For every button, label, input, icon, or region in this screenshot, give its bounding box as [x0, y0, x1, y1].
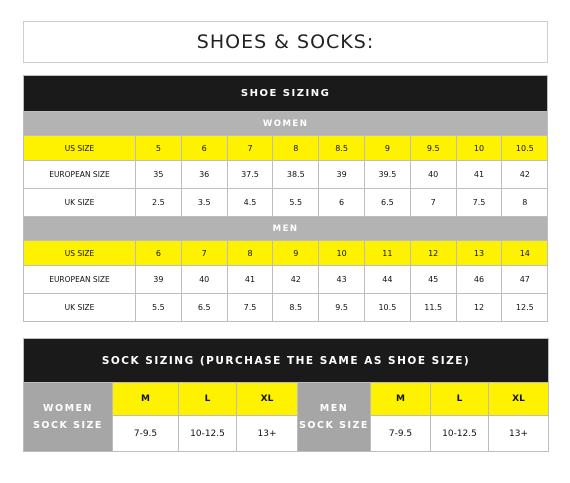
size-cell: 9.5	[318, 293, 365, 322]
size-cell: 39	[135, 265, 182, 294]
men-sock-range-l: 10-12.5	[430, 415, 489, 452]
women-sock-label-line2: SOCK SIZE	[33, 420, 103, 431]
size-cell: 42	[272, 265, 320, 294]
shoe-sizing-title: SHOE SIZING	[22, 75, 549, 112]
row-label: EUROPEAN SIZE	[23, 160, 136, 189]
men-heading: MEN	[22, 216, 549, 241]
men-sock-size-m: M	[370, 382, 431, 416]
size-cell: 39	[318, 160, 365, 189]
row-label: US SIZE	[23, 135, 136, 161]
row-label: UK SIZE	[23, 293, 136, 322]
size-cell: 8	[272, 135, 320, 161]
women-sock-size-m: M	[112, 382, 179, 416]
women-size-rows: US SIZE 5 6 7 8 8.5 9 9.5 10 10.5 EUROPEAN SIZE 35 3…	[23, 135, 549, 217]
size-cell: 41	[455, 160, 503, 189]
size-cell: 12	[455, 293, 503, 322]
size-cell: 40	[180, 265, 228, 294]
men-row-european-size: EUROPEAN SIZE 39 40 41 42 43 44 45 46 47	[23, 265, 549, 294]
size-cell: 4.5	[226, 188, 274, 217]
size-cell: 35	[135, 160, 182, 189]
size-cell: 8	[226, 240, 274, 266]
size-cell: 8	[501, 188, 549, 217]
page-title: SHOES & SOCKS:	[23, 21, 548, 63]
men-row-us-size: US SIZE 6 7 8 9 10 11 12 13 14	[23, 240, 549, 266]
women-heading: WOMEN	[22, 111, 549, 136]
size-cell: 14	[501, 240, 549, 266]
size-cell: 37.5	[226, 160, 274, 189]
size-cell: 10.5	[501, 135, 549, 161]
women-sock-range-m: 7-9.5	[112, 415, 179, 452]
size-cell: 6	[135, 240, 182, 266]
row-label: EUROPEAN SIZE	[23, 265, 136, 294]
men-sock-size-l: L	[430, 382, 489, 416]
size-cell: 5.5	[135, 293, 182, 322]
row-label: UK SIZE	[23, 188, 136, 217]
size-cell: 2.5	[135, 188, 182, 217]
size-cell: 6.5	[363, 188, 411, 217]
size-cell: 7.5	[455, 188, 503, 217]
size-cell: 46	[455, 265, 503, 294]
row-label: US SIZE	[23, 240, 136, 266]
size-cell: 13	[455, 240, 503, 266]
size-cell: 6.5	[180, 293, 228, 322]
men-sock-size-label: MEN SOCK SIZE	[297, 382, 371, 452]
size-cell: 9.5	[409, 135, 457, 161]
size-cell: 5.5	[272, 188, 320, 217]
size-cell: 38.5	[272, 160, 320, 189]
size-cell: 10	[318, 240, 365, 266]
size-cell: 36	[180, 160, 228, 189]
women-sock-label-line1: WOMEN	[43, 403, 93, 414]
women-sock-size-label: WOMEN SOCK SIZE	[23, 382, 113, 452]
size-cell: 45	[409, 265, 457, 294]
sock-sizing-table: SOCK SIZING (PURCHASE THE SAME AS SHOE S…	[22, 338, 550, 452]
size-cell: 9	[363, 135, 411, 161]
women-sock-size-xl: XL	[236, 382, 298, 416]
sock-sizing-title: SOCK SIZING (PURCHASE THE SAME AS SHOE S…	[22, 338, 550, 383]
size-cell: 6	[318, 188, 365, 217]
size-cell: 7	[180, 240, 228, 266]
women-sock-range-l: 10-12.5	[178, 415, 237, 452]
size-cell: 11	[363, 240, 411, 266]
women-row-uk-size: UK SIZE 2.5 3.5 4.5 5.5 6 6.5 7 7.5 8	[23, 188, 549, 217]
men-row-uk-size: UK SIZE 5.5 6.5 7.5 8.5 9.5 10.5 11.5 12 12.5	[23, 293, 549, 322]
size-cell: 42	[501, 160, 549, 189]
men-sock-label-line1: MEN	[319, 403, 349, 414]
size-cell: 8.5	[272, 293, 320, 322]
size-cell: 9	[272, 240, 320, 266]
size-cell: 44	[363, 265, 411, 294]
men-sock-range-xl: 13+	[487, 415, 550, 452]
size-cell: 7	[409, 188, 457, 217]
size-cell: 41	[226, 265, 274, 294]
size-cell: 12	[409, 240, 457, 266]
size-cell: 7	[226, 135, 274, 161]
women-sock-size-l: L	[178, 382, 237, 416]
size-cell: 43	[318, 265, 365, 294]
shoe-sizing-table: SHOE SIZING WOMEN US SIZE 5 6 7 8 8.5 9 9.5 10 10…	[22, 75, 549, 322]
size-cell: 10.5	[363, 293, 411, 322]
size-cell: 12.5	[501, 293, 549, 322]
women-row-us-size: US SIZE 5 6 7 8 8.5 9 9.5 10 10.5	[23, 135, 549, 161]
size-cell: 40	[409, 160, 457, 189]
women-sock-range-xl: 13+	[236, 415, 298, 452]
men-size-rows: US SIZE 6 7 8 9 10 11 12 13 14 EUROPEAN SIZE 39 40 41…	[23, 240, 549, 322]
size-cell: 3.5	[180, 188, 228, 217]
women-row-european-size: EUROPEAN SIZE 35 36 37.5 38.5 39 39.5 40 41 42	[23, 160, 549, 189]
size-cell: 10	[455, 135, 503, 161]
size-cell: 11.5	[409, 293, 457, 322]
size-cell: 8.5	[318, 135, 365, 161]
size-cell: 7.5	[226, 293, 274, 322]
size-cell: 39.5	[363, 160, 411, 189]
men-sock-size-xl: XL	[487, 382, 550, 416]
size-cell: 6	[180, 135, 228, 161]
men-sock-label-line2: SOCK SIZE	[299, 420, 369, 431]
men-sock-range-m: 7-9.5	[370, 415, 431, 452]
size-cell: 47	[501, 265, 549, 294]
size-cell: 5	[135, 135, 182, 161]
